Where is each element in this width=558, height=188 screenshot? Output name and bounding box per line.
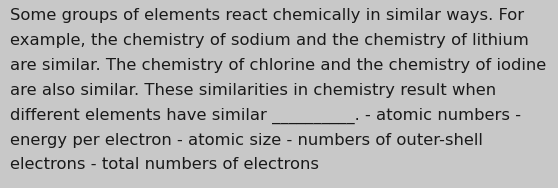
Text: electrons - total numbers of electrons: electrons - total numbers of electrons [10, 157, 319, 172]
Text: different elements have similar __________. - atomic numbers -: different elements have similar ________… [10, 108, 521, 124]
Text: energy per electron - atomic size - numbers of outer-shell: energy per electron - atomic size - numb… [10, 133, 483, 148]
Text: Some groups of elements react chemically in similar ways. For: Some groups of elements react chemically… [10, 8, 524, 24]
Text: are similar. The chemistry of chlorine and the chemistry of iodine: are similar. The chemistry of chlorine a… [10, 58, 546, 73]
Text: are also similar. These similarities in chemistry result when: are also similar. These similarities in … [10, 83, 496, 98]
Text: example, the chemistry of sodium and the chemistry of lithium: example, the chemistry of sodium and the… [10, 33, 529, 48]
